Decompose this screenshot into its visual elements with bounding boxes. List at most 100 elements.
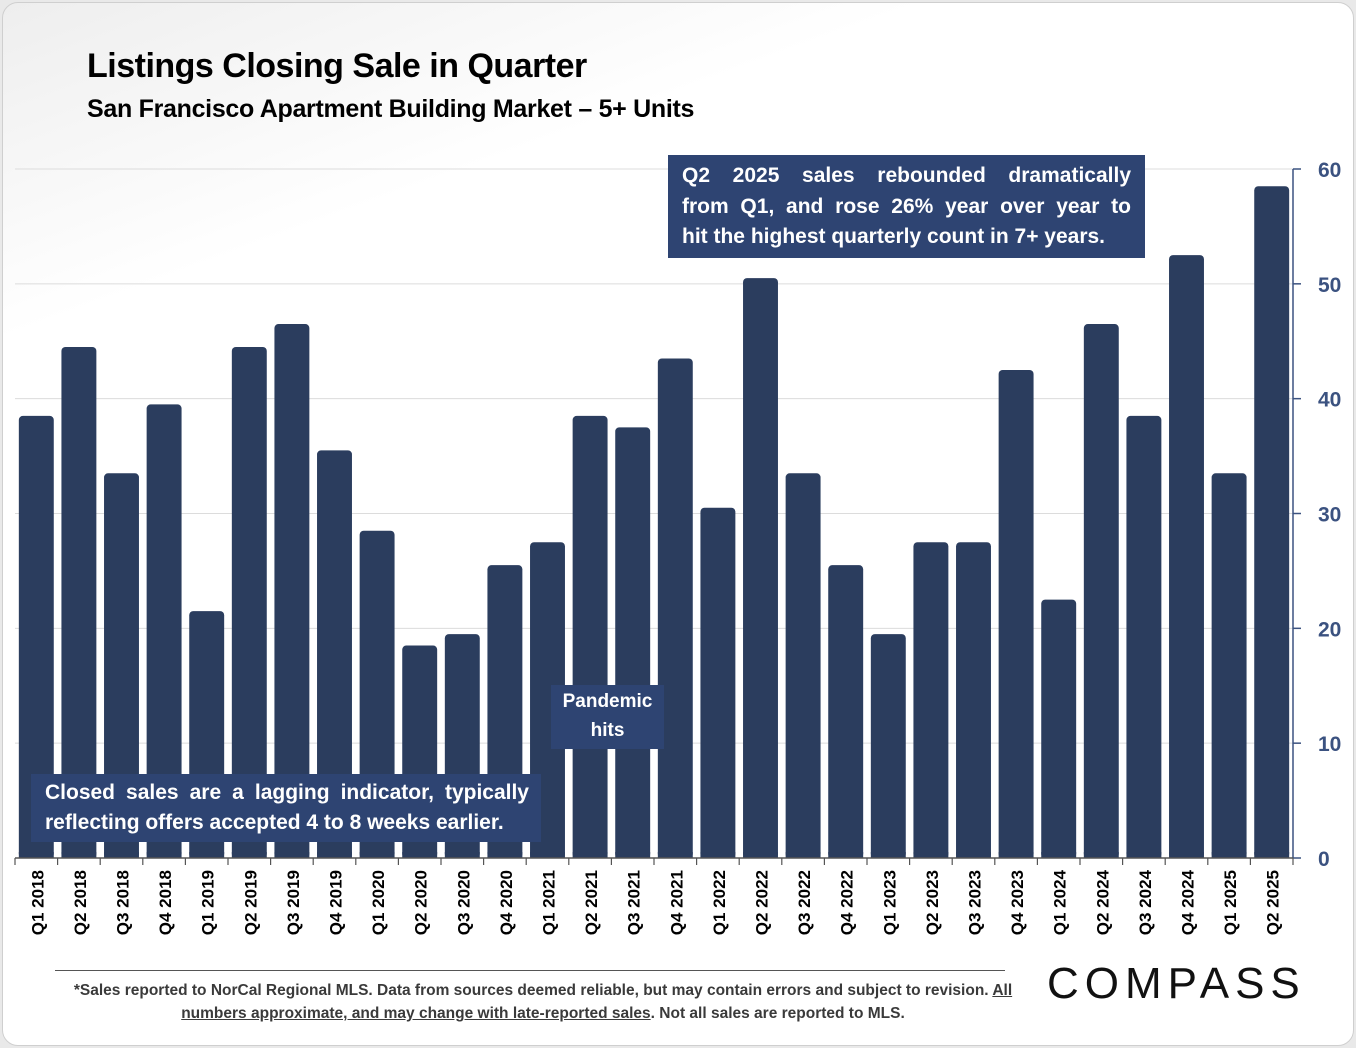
bar-base bbox=[231, 852, 267, 858]
y-tick-label: 60 bbox=[1318, 159, 1341, 182]
q2-2025-annotation-line1: Q2 2025 sales rebounded dramatically bbox=[682, 164, 1131, 187]
bar bbox=[1254, 186, 1290, 859]
pandemic-annotation-line2: hits bbox=[590, 720, 625, 741]
x-tick-label: Q3 2021 bbox=[625, 870, 644, 935]
bar-base bbox=[956, 852, 991, 858]
x-tick-label: Q2 2024 bbox=[1093, 869, 1112, 935]
bar bbox=[1083, 324, 1119, 858]
x-tick-label: Q2 2022 bbox=[753, 870, 772, 935]
x-tick-label: Q4 2019 bbox=[327, 870, 346, 935]
bar bbox=[317, 450, 352, 858]
bar-base bbox=[146, 852, 182, 858]
x-tick-label: Q4 2018 bbox=[156, 870, 175, 935]
bar-base bbox=[402, 852, 438, 858]
bar-base bbox=[870, 852, 906, 858]
bar bbox=[657, 358, 693, 858]
x-tick-label: Q3 2019 bbox=[284, 870, 303, 935]
x-tick-label: Q1 2018 bbox=[28, 870, 47, 935]
bar-base bbox=[998, 852, 1034, 858]
x-tick-label: Q3 2023 bbox=[966, 870, 985, 935]
bar-base bbox=[913, 852, 949, 858]
bar bbox=[1169, 255, 1204, 858]
y-tick-label: 50 bbox=[1318, 274, 1341, 297]
bar-base bbox=[572, 852, 608, 858]
bar-base bbox=[1211, 852, 1247, 858]
bar-base bbox=[104, 852, 139, 858]
y-tick-label: 0 bbox=[1318, 848, 1330, 871]
x-tick-label: Q1 2022 bbox=[710, 870, 729, 935]
bar bbox=[700, 507, 736, 858]
bar-base bbox=[1041, 852, 1077, 858]
bar-base bbox=[61, 852, 97, 858]
x-tick-label: Q1 2019 bbox=[199, 870, 218, 935]
bar-base bbox=[189, 852, 225, 858]
bar-base bbox=[615, 852, 651, 858]
bar bbox=[18, 415, 54, 858]
bar-base bbox=[18, 852, 54, 858]
x-tick-label: Q4 2022 bbox=[838, 870, 857, 935]
x-tick-label: Q4 2023 bbox=[1008, 870, 1027, 935]
chart-title: Listings Closing Sale in Quarter bbox=[87, 47, 587, 85]
bar bbox=[1211, 473, 1247, 858]
footnote: *Sales reported to NorCal Regional MLS. … bbox=[63, 979, 1023, 1025]
bar-base bbox=[274, 852, 310, 858]
x-tick-label: Q2 2018 bbox=[71, 870, 90, 935]
bar-base bbox=[657, 852, 693, 858]
y-tick-label: 40 bbox=[1318, 389, 1341, 412]
x-tick-label: Q1 2023 bbox=[880, 870, 899, 935]
bar-base bbox=[444, 852, 480, 858]
bar-base bbox=[359, 852, 395, 858]
lagging-annotation-line1: Closed sales are a lagging indicator, ty… bbox=[45, 781, 529, 804]
bar-base bbox=[487, 852, 523, 858]
bar bbox=[913, 542, 949, 858]
x-tick-label: Q3 2020 bbox=[454, 870, 473, 935]
x-tick-label: Q1 2020 bbox=[369, 870, 388, 935]
bar bbox=[104, 473, 139, 858]
bar-base bbox=[1126, 852, 1162, 858]
bar bbox=[146, 404, 182, 858]
bar-base bbox=[317, 852, 352, 858]
x-tick-label: Q3 2022 bbox=[795, 870, 814, 935]
chart-subtitle: San Francisco Apartment Building Market … bbox=[87, 95, 695, 123]
y-tick-label: 20 bbox=[1318, 618, 1341, 641]
bar bbox=[743, 278, 778, 858]
compass-logo: COMPASS bbox=[1047, 959, 1306, 1008]
x-tick-label: Q2 2025 bbox=[1264, 870, 1283, 935]
q2-2025-annotation-line3: hit the highest quarterly count in 7+ ye… bbox=[682, 225, 1106, 248]
bar bbox=[1041, 599, 1077, 858]
bar bbox=[828, 565, 864, 858]
bar-base bbox=[700, 852, 736, 858]
bar-base bbox=[1254, 852, 1290, 858]
footnote-underlined: All numbers approximate, and may change … bbox=[181, 982, 1013, 1022]
x-tick-label: Q4 2024 bbox=[1179, 869, 1198, 935]
bar-base bbox=[743, 852, 778, 858]
x-tick-label: Q1 2021 bbox=[540, 870, 559, 935]
bar bbox=[1126, 415, 1162, 858]
q2-2025-annotation: Q2 2025 sales rebounded dramatically fro… bbox=[668, 155, 1145, 258]
bar bbox=[572, 415, 608, 858]
x-tick-label: Q4 2020 bbox=[497, 870, 516, 935]
y-tick-label: 10 bbox=[1318, 733, 1341, 756]
x-tick-label: Q2 2021 bbox=[582, 870, 601, 935]
bar bbox=[231, 346, 267, 858]
x-tick-label: Q1 2024 bbox=[1051, 869, 1070, 935]
footer-divider bbox=[55, 970, 1005, 971]
x-tick-label: Q1 2025 bbox=[1221, 870, 1240, 935]
bar-base bbox=[530, 852, 565, 858]
x-tick-label: Q2 2023 bbox=[923, 870, 942, 935]
footnote-part1: *Sales reported to NorCal Regional MLS. … bbox=[73, 982, 993, 999]
x-tick-label: Q2 2020 bbox=[412, 870, 431, 935]
pandemic-annotation: Pandemic hits bbox=[551, 685, 664, 749]
x-tick-label: Q4 2021 bbox=[667, 870, 686, 935]
x-tick-label: Q3 2024 bbox=[1136, 869, 1155, 935]
bar-base bbox=[1169, 852, 1204, 858]
footnote-part2: . Not all sales are reported to MLS. bbox=[650, 1005, 905, 1022]
q2-2025-annotation-line2: from Q1, and rose 26% year over year to bbox=[682, 194, 1131, 218]
y-tick-label: 30 bbox=[1318, 504, 1341, 527]
bar bbox=[870, 634, 906, 858]
lagging-annotation-line2: reflecting offers accepted 4 to 8 weeks … bbox=[45, 811, 504, 834]
pandemic-annotation-line1: Pandemic bbox=[562, 691, 653, 712]
bar-base bbox=[785, 852, 821, 858]
bar bbox=[615, 427, 651, 858]
